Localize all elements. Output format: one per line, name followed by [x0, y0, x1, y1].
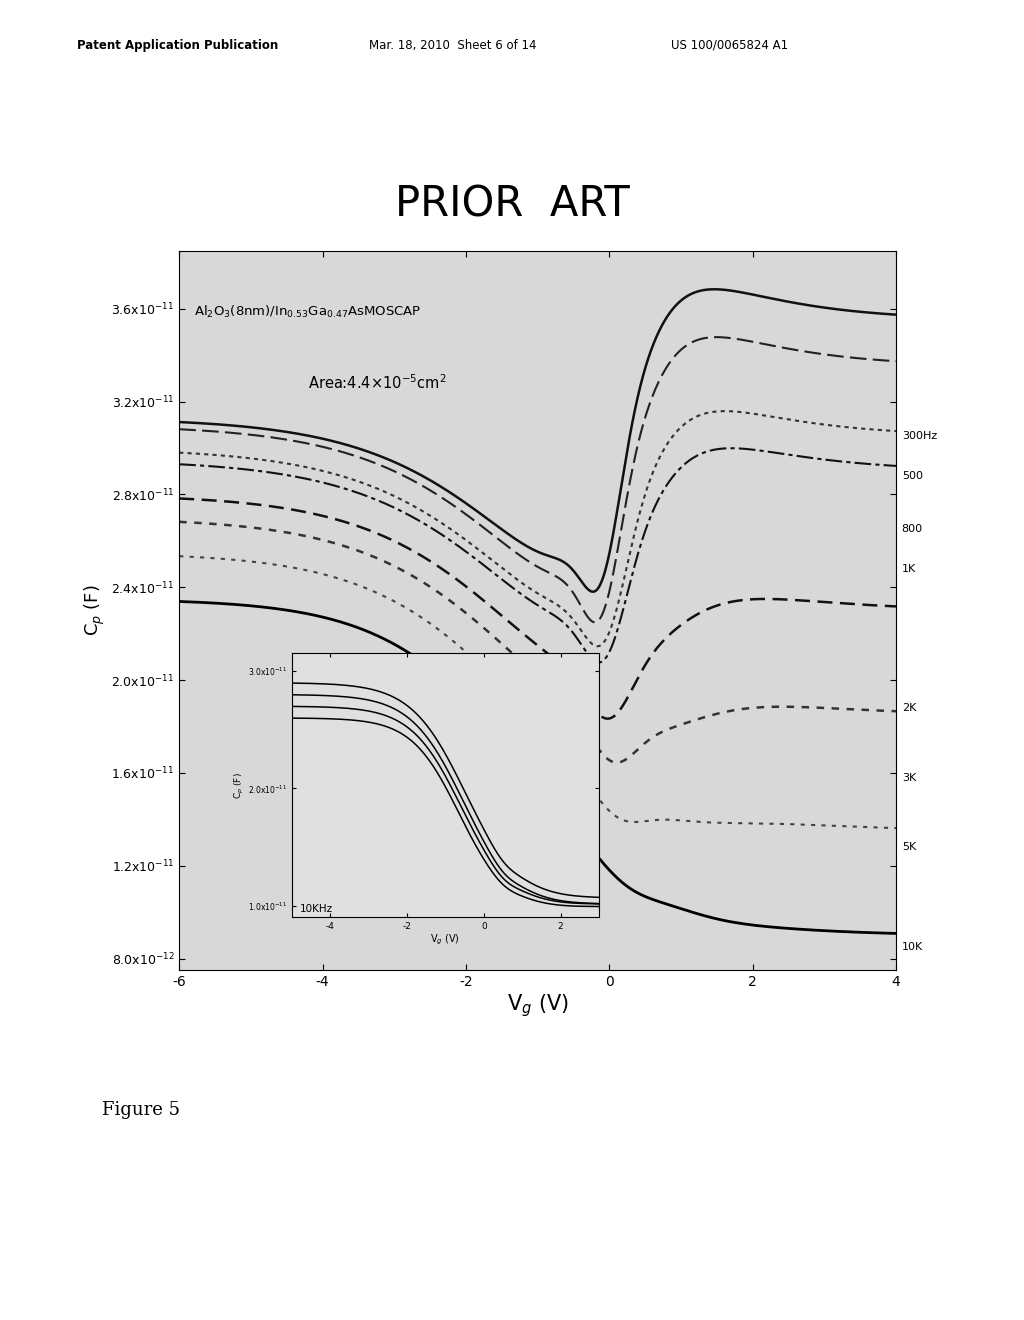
X-axis label: V$_g$ (V): V$_g$ (V) [507, 991, 568, 1019]
Text: 800: 800 [902, 524, 923, 535]
Text: 2K: 2K [902, 704, 916, 713]
Text: 500: 500 [902, 471, 923, 480]
X-axis label: V$_g$ (V): V$_g$ (V) [430, 933, 461, 946]
Text: Patent Application Publication: Patent Application Publication [77, 38, 279, 51]
Y-axis label: C$_p$ (F): C$_p$ (F) [233, 772, 247, 799]
Text: 5K: 5K [902, 842, 916, 853]
Text: Al$_2$O$_3$(8nm)/In$_{0.53}$Ga$_{0.47}$AsMOSCAP: Al$_2$O$_3$(8nm)/In$_{0.53}$Ga$_{0.47}$A… [194, 304, 421, 321]
Text: 1K: 1K [902, 564, 916, 574]
Text: PRIOR  ART: PRIOR ART [394, 183, 630, 226]
Text: 10K: 10K [902, 942, 923, 952]
Text: 3K: 3K [902, 772, 916, 783]
Text: Figure 5: Figure 5 [102, 1101, 180, 1119]
Text: 10KHz: 10KHz [299, 904, 333, 913]
Text: US 100/0065824 A1: US 100/0065824 A1 [671, 38, 787, 51]
Y-axis label: C$_p$ (F): C$_p$ (F) [83, 585, 108, 636]
Text: 300Hz: 300Hz [902, 432, 937, 441]
Text: Mar. 18, 2010  Sheet 6 of 14: Mar. 18, 2010 Sheet 6 of 14 [369, 38, 537, 51]
Text: Area:4.4$\times$10$^{-5}$cm$^2$: Area:4.4$\times$10$^{-5}$cm$^2$ [308, 374, 446, 392]
